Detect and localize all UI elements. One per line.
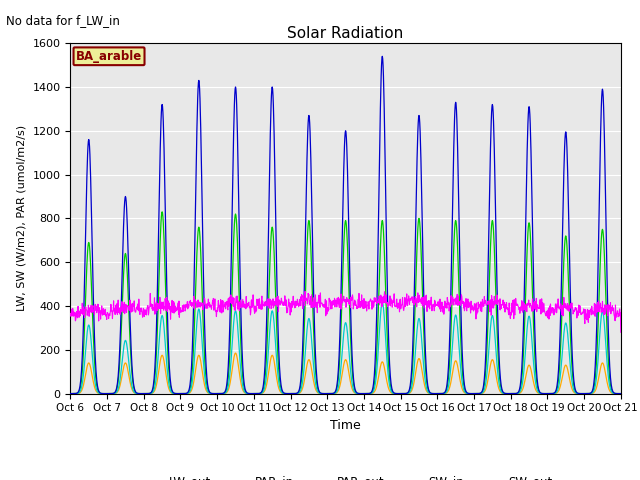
Legend: LW_out, PAR_in, PAR_out, SW_in, SW_out: LW_out, PAR_in, PAR_out, SW_in, SW_out (134, 470, 557, 480)
Title: Solar Radiation: Solar Radiation (287, 25, 404, 41)
X-axis label: Time: Time (330, 419, 361, 432)
Text: No data for f_LW_in: No data for f_LW_in (6, 14, 120, 27)
Y-axis label: LW, SW (W/m2), PAR (umol/m2/s): LW, SW (W/m2), PAR (umol/m2/s) (17, 125, 27, 312)
Text: BA_arable: BA_arable (76, 50, 142, 63)
